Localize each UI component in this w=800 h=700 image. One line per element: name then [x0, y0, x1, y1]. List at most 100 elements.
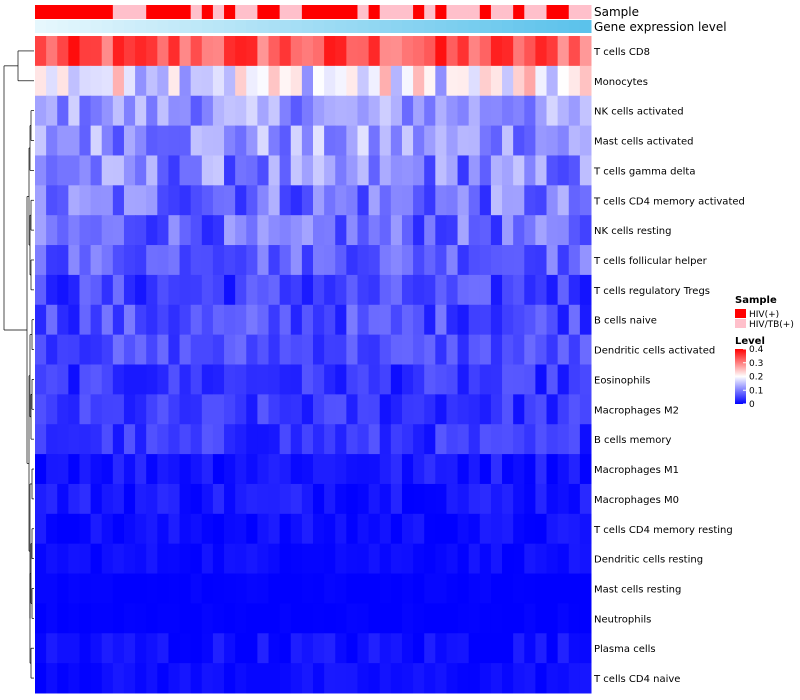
heatmap-cell [201, 304, 214, 336]
heatmap-cell [357, 215, 370, 246]
heatmap-cell [535, 274, 548, 306]
heatmap-cell [235, 245, 247, 276]
heatmap-cell [46, 125, 58, 156]
heatmap-cell [235, 215, 247, 246]
sample-annotation-cell [235, 5, 247, 19]
heatmap-cell [146, 454, 158, 485]
heatmap-cell [157, 36, 169, 67]
heatmap-cell [379, 364, 392, 395]
heatmap-cell [502, 185, 514, 216]
heatmap-cell [424, 334, 436, 365]
heatmap-cell [268, 394, 281, 425]
heatmap-cell [79, 633, 92, 664]
heatmap-cell [346, 394, 358, 425]
heatmap-cell [168, 513, 181, 545]
heatmap-cell [468, 245, 481, 276]
heatmap-cell [535, 663, 548, 694]
heatmap-cell [424, 513, 436, 545]
heatmap-cell [401, 36, 414, 67]
heatmap-cell [112, 95, 125, 127]
expression-annotation-cell [201, 20, 214, 33]
heatmap-cell [413, 125, 425, 156]
expression-annotation-cell [535, 20, 548, 33]
sample-annotation-cell [57, 5, 69, 19]
heatmap-cell [279, 334, 292, 365]
heatmap-cell [123, 185, 136, 216]
sample-annotation-cell [357, 5, 370, 19]
heatmap-cell [46, 543, 58, 575]
heatmap-cell [235, 65, 247, 97]
sample-annotation-cell [490, 5, 503, 19]
heatmap-cell [579, 304, 592, 336]
heatmap-cell [346, 543, 358, 575]
heatmap-cell [79, 215, 92, 246]
heatmap-cell [424, 543, 436, 575]
heatmap-cell [468, 65, 481, 97]
heatmap-cell [513, 513, 525, 545]
heatmap-cell [479, 185, 492, 216]
sample-annotation-cell [179, 5, 192, 19]
heatmap-cell [135, 424, 147, 455]
heatmap-cell [101, 424, 114, 455]
heatmap-cell [413, 513, 425, 545]
heatmap-cell [424, 454, 436, 485]
heatmap-cell [313, 454, 325, 485]
heatmap-cell [357, 155, 370, 186]
sample-legend-title: Sample [735, 295, 777, 306]
heatmap-cell [513, 394, 525, 425]
heatmap-cell [224, 304, 236, 336]
heatmap-cell [502, 364, 514, 395]
heatmap-cell [57, 543, 69, 575]
heatmap-cell [146, 633, 158, 664]
heatmap-cell [368, 155, 381, 186]
heatmap-cell [157, 125, 169, 156]
heatmap-cell [212, 245, 225, 276]
heatmap-cell [179, 334, 192, 365]
heatmap-cell [479, 95, 492, 127]
heatmap-cell [112, 543, 125, 575]
heatmap-cell [246, 364, 258, 395]
heatmap-cell [390, 36, 403, 67]
heatmap-cell [379, 95, 392, 127]
heatmap-cell [301, 424, 314, 455]
heatmap-cell [224, 513, 236, 545]
heatmap-cell [513, 125, 525, 156]
heatmap-cell [468, 304, 481, 336]
heatmap-cell [568, 95, 581, 127]
heatmap-cell [212, 274, 225, 306]
heatmap-cell [79, 603, 92, 634]
heatmap-cell [457, 245, 470, 276]
heatmap-cell [224, 483, 236, 515]
heatmap-cell [513, 663, 525, 694]
heatmap-cell [390, 454, 403, 485]
heatmap-cell [446, 36, 459, 67]
level-tick-label: 0.3 [749, 359, 763, 369]
heatmap-cell [46, 394, 58, 425]
heatmap-cell [424, 185, 436, 216]
heatmap-cell [179, 36, 192, 67]
heatmap-cell [135, 454, 147, 485]
heatmap-cell [35, 364, 47, 395]
expression-annotation-cell [457, 20, 470, 33]
heatmap-cell [390, 304, 403, 336]
heatmap-cell [290, 36, 303, 67]
heatmap-cell [368, 603, 381, 634]
heatmap-cell [524, 245, 536, 276]
heatmap-cell [301, 36, 314, 67]
heatmap-cell [435, 633, 447, 664]
heatmap-cell [35, 603, 47, 634]
heatmap-cell [46, 513, 58, 545]
heatmap-cell [535, 573, 548, 604]
heatmap-cell [546, 155, 559, 186]
heatmap-cell [579, 334, 592, 365]
heatmap-cell [401, 633, 414, 664]
heatmap-cell [190, 155, 203, 186]
sample-annotation-cell [524, 5, 536, 19]
heatmap-cell [235, 274, 247, 306]
heatmap-cell [35, 483, 47, 515]
heatmap-cell [490, 215, 503, 246]
expression-annotation-cell [324, 20, 336, 33]
heatmap-cell [146, 334, 158, 365]
row-label: T cells CD8 [593, 47, 650, 58]
heatmap-cell [502, 424, 514, 455]
